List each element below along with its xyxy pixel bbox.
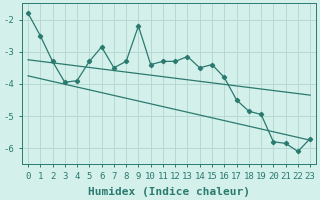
X-axis label: Humidex (Indice chaleur): Humidex (Indice chaleur) xyxy=(88,186,250,197)
